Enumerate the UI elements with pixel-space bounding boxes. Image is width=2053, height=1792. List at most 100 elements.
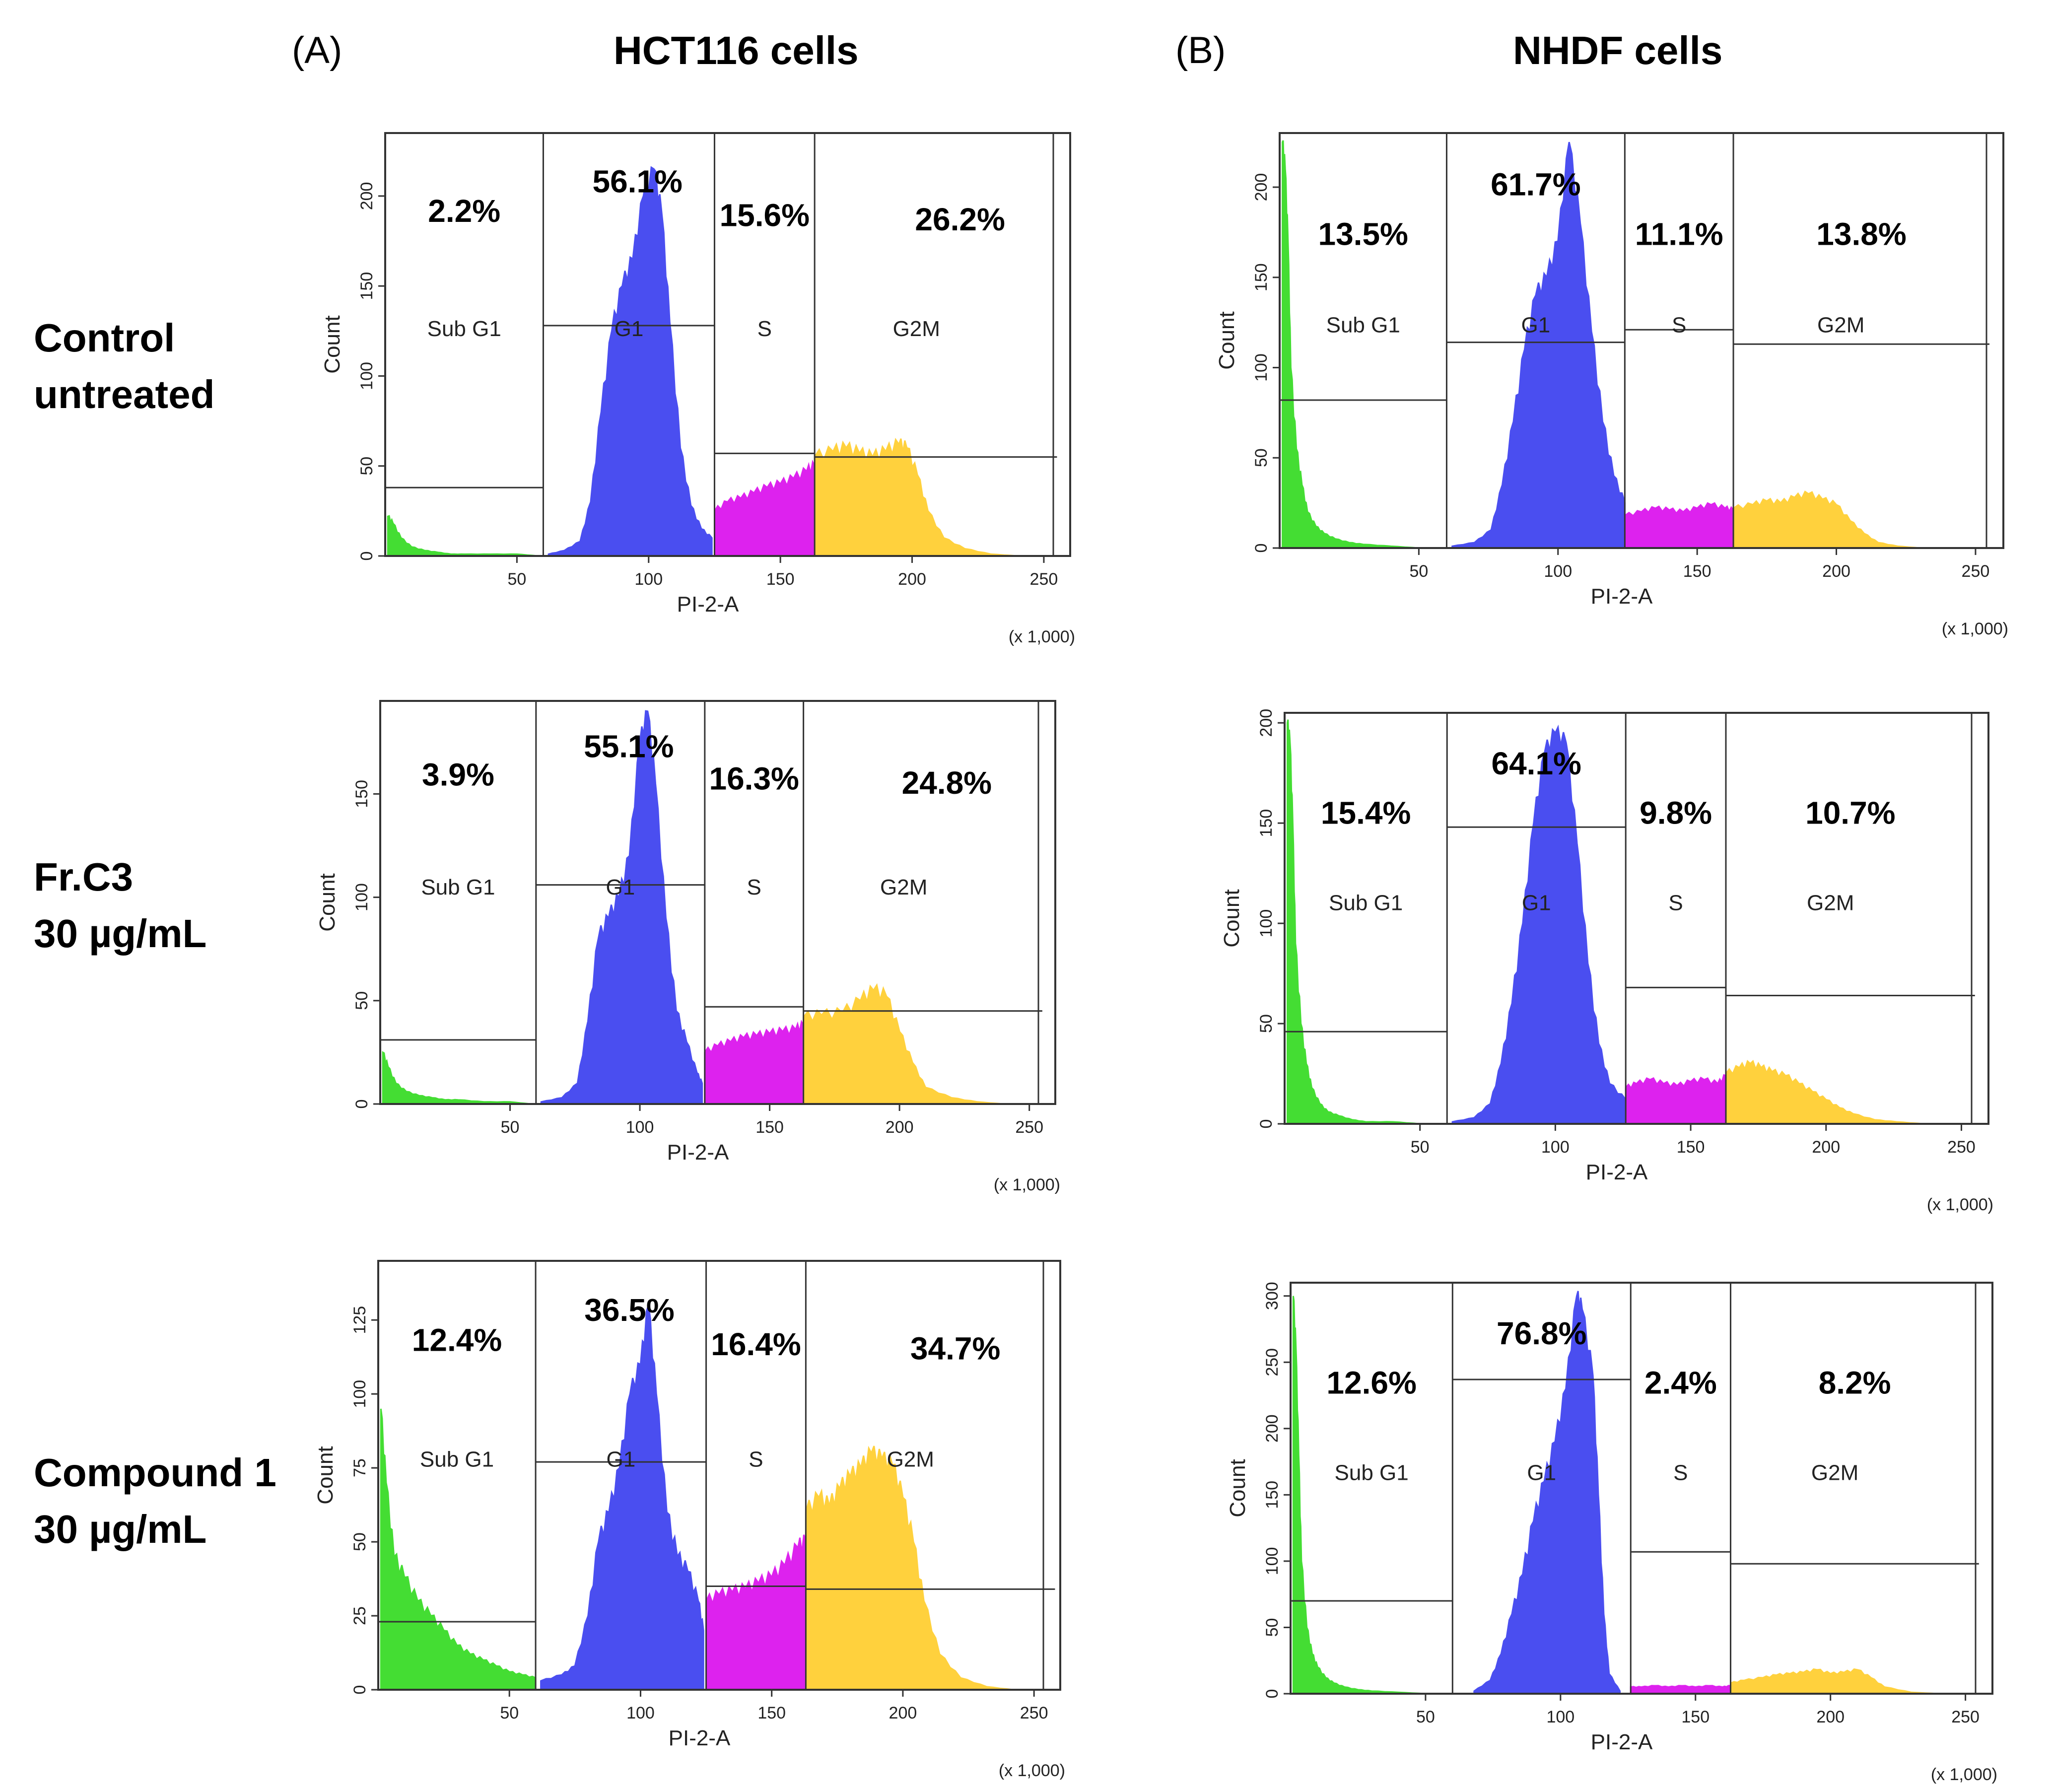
y-tick-label: 150 bbox=[1257, 809, 1276, 837]
x-tick-label: 250 bbox=[1015, 1118, 1043, 1137]
gate-percent: 64.1% bbox=[1491, 746, 1581, 781]
x-tick-label: 250 bbox=[1947, 1138, 1976, 1157]
gate-label: G1 bbox=[606, 875, 635, 899]
y-tick-label: 25 bbox=[350, 1606, 369, 1625]
histogram-nhdf-compound1: Sub G1 12.6% G1 76.8% S 2.4% G2M 8.2% 50 100 150 20… bbox=[1226, 1282, 1997, 1784]
y-tick-label: 50 bbox=[352, 991, 371, 1010]
gate-label: G1 bbox=[1521, 313, 1551, 337]
gate-label: G2M bbox=[893, 317, 940, 341]
y-tick-label: 50 bbox=[357, 457, 376, 476]
y-tick-label: 0 bbox=[1263, 1689, 1282, 1699]
area-s bbox=[705, 1534, 807, 1691]
gate-label: Sub G1 bbox=[1326, 313, 1400, 337]
plot-frame bbox=[1279, 132, 2004, 549]
gate-label: G2M bbox=[880, 875, 927, 899]
y-tick-label: 200 bbox=[357, 182, 376, 210]
row-label-line2: 30 µg/mL bbox=[34, 1507, 207, 1551]
x-axis-label: PI-2-A bbox=[1586, 1160, 1648, 1184]
y-tick-label: 250 bbox=[1263, 1348, 1282, 1377]
area-g1 bbox=[1451, 141, 1626, 549]
plot-frame bbox=[1284, 712, 1989, 1125]
x-tick-label: 150 bbox=[1677, 1138, 1705, 1157]
histogram-nhdf-frc3: Sub G1 15.4% G1 64.1% S 9.8% G2M 10.7% 50 100 150 2… bbox=[1220, 709, 1993, 1214]
gate-percent: 55.1% bbox=[584, 729, 674, 764]
row-label-line1: Compound 1 bbox=[34, 1450, 276, 1495]
x-tick-label: 50 bbox=[1411, 1138, 1430, 1157]
gate-label: S bbox=[1673, 1460, 1688, 1485]
area-g2m bbox=[814, 437, 1044, 557]
x-tick-label: 100 bbox=[1541, 1138, 1570, 1157]
y-tick-label: 50 bbox=[1263, 1618, 1282, 1637]
x-tick-label: 150 bbox=[766, 570, 795, 589]
gate-percent: 76.8% bbox=[1497, 1315, 1586, 1351]
histogram-nhdf-control: Sub G1 13.5% G1 61.7% S 11.1% G2M 13.8% 50 100 150… bbox=[1215, 132, 2008, 638]
y-tick-label: 0 bbox=[1252, 544, 1271, 553]
y-tick-label: 75 bbox=[350, 1458, 369, 1477]
area-g1 bbox=[540, 1305, 704, 1691]
x-tick-label: 200 bbox=[889, 1704, 917, 1723]
y-tick-label: 200 bbox=[1257, 709, 1276, 737]
area-g2m bbox=[1730, 1668, 1966, 1695]
x-tick-label: 250 bbox=[1951, 1708, 1980, 1726]
gate-percent: 15.4% bbox=[1321, 795, 1411, 831]
x-axis-units: (x 1,000) bbox=[1927, 1195, 1993, 1214]
area-sub-g1 bbox=[382, 1051, 531, 1105]
gate-label: S bbox=[749, 1447, 763, 1472]
y-tick-label: 200 bbox=[1252, 173, 1271, 202]
panel-b-letter: (B) bbox=[1175, 29, 1226, 71]
area-g2m bbox=[1732, 490, 1976, 549]
area-g2m bbox=[803, 983, 1029, 1105]
x-tick-label: 200 bbox=[886, 1118, 914, 1137]
gate-percent: 16.3% bbox=[709, 761, 799, 797]
y-tick-label: 0 bbox=[357, 551, 376, 561]
y-tick-label: 100 bbox=[1263, 1547, 1282, 1576]
gate-percent: 56.1% bbox=[592, 163, 682, 199]
y-tick-label: 150 bbox=[1252, 263, 1271, 291]
x-tick-label: 50 bbox=[507, 570, 526, 589]
x-tick-label: 50 bbox=[1416, 1708, 1435, 1726]
x-tick-label: 150 bbox=[757, 1704, 786, 1723]
y-tick-label: 200 bbox=[1263, 1414, 1282, 1443]
area-g1 bbox=[547, 166, 713, 557]
area-g1 bbox=[1451, 724, 1627, 1125]
gate-percent: 10.7% bbox=[1805, 795, 1895, 831]
area-sub-g1 bbox=[1287, 719, 1442, 1125]
gate-label: S bbox=[1672, 313, 1686, 337]
plot-frame bbox=[384, 132, 1071, 557]
histogram-hct116-control: Sub G1 2.2% G1 56.1% S 15.6% G2M 26.2% 50 100 150 2… bbox=[320, 132, 1075, 646]
row-label-line1: Fr.C3 bbox=[34, 855, 134, 899]
gate-percent: 3.9% bbox=[422, 757, 494, 793]
gate-percent: 16.4% bbox=[711, 1326, 801, 1362]
y-tick-label: 150 bbox=[357, 272, 376, 300]
y-axis-label: Count bbox=[1220, 889, 1244, 947]
gate-label: G1 bbox=[606, 1447, 635, 1472]
gate-percent: 2.4% bbox=[1644, 1365, 1717, 1401]
histogram-hct116-frc3: Sub G1 3.9% G1 55.1% S 16.3% G2M 24.8% 50 100 150 2… bbox=[315, 700, 1060, 1194]
y-tick-label: 50 bbox=[1252, 448, 1271, 467]
gate-percent: 24.8% bbox=[902, 765, 992, 801]
histogram-hct116-compound1: Sub G1 12.4% G1 36.5% S 16.4% G2M 34.7% 50 100 150… bbox=[313, 1260, 1065, 1780]
row-label-control: Control untreated bbox=[34, 310, 215, 423]
area-sub-g1 bbox=[380, 1408, 537, 1691]
area-s bbox=[1625, 1074, 1727, 1125]
y-tick-label: 100 bbox=[352, 883, 371, 911]
x-tick-label: 150 bbox=[1681, 1708, 1710, 1726]
row-label-frc3: Fr.C3 30 µg/mL bbox=[34, 849, 206, 962]
y-tick-label: 0 bbox=[350, 1685, 369, 1695]
x-tick-label: 100 bbox=[626, 1704, 655, 1723]
y-axis-label: Count bbox=[1215, 311, 1239, 369]
row-label-line2: 30 µg/mL bbox=[34, 911, 207, 956]
y-axis-label: Count bbox=[315, 873, 340, 931]
x-tick-label: 50 bbox=[501, 1118, 520, 1137]
row-label-line1: Control bbox=[34, 316, 175, 360]
x-tick-label: 50 bbox=[500, 1704, 519, 1723]
gate-label: G1 bbox=[1522, 891, 1551, 915]
row-label-line2: untreated bbox=[34, 372, 215, 416]
gate-percent: 12.6% bbox=[1326, 1365, 1416, 1401]
x-axis-units: (x 1,000) bbox=[1009, 627, 1075, 646]
x-tick-label: 200 bbox=[1812, 1138, 1840, 1157]
x-axis-units: (x 1,000) bbox=[994, 1175, 1060, 1194]
x-axis-units: (x 1,000) bbox=[1942, 620, 2008, 638]
panel-b-title: NHDF cells bbox=[1513, 28, 1723, 72]
